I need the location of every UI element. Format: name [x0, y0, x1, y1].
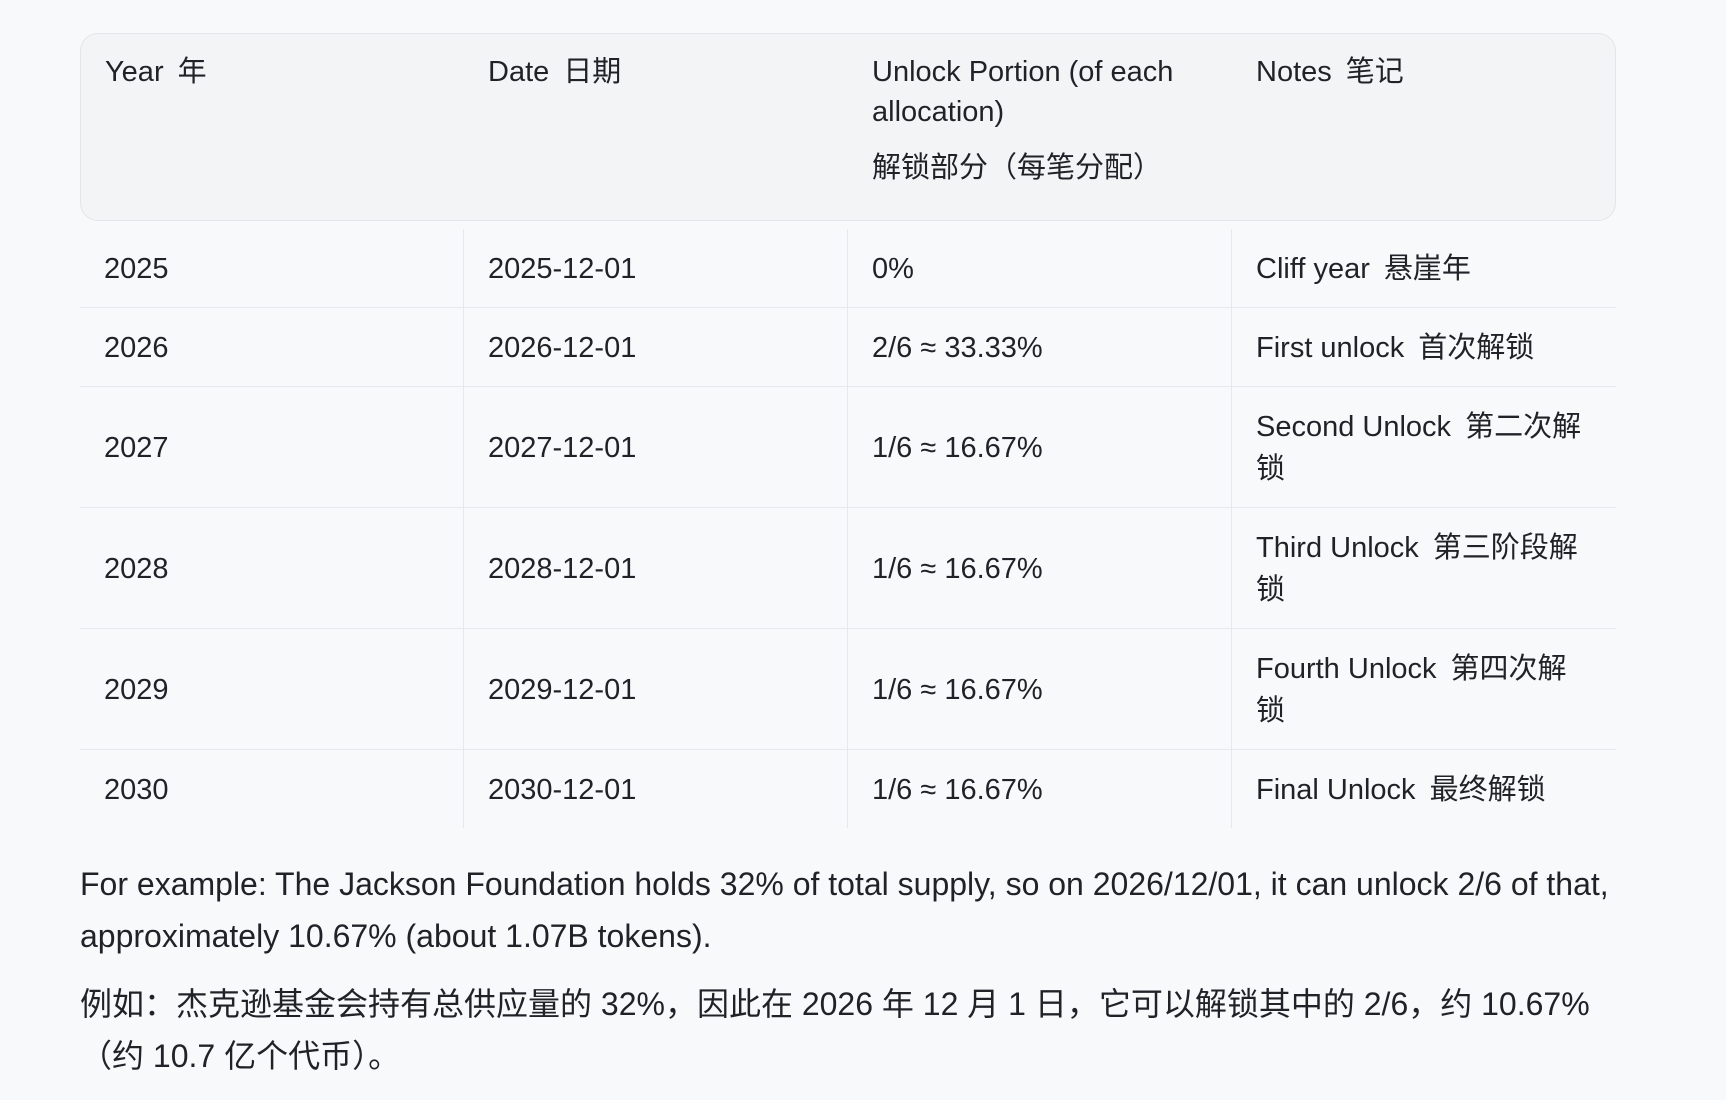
header-notes: Notes 笔记	[1232, 33, 1616, 221]
header-date-zh: 日期	[563, 56, 622, 88]
cell-date: 2026-12-01	[464, 308, 848, 387]
table-row: 2029 2029-12-01 1/6 ≈ 16.67% Fourth Unlo…	[80, 629, 1616, 750]
table-row: 2027 2027-12-01 1/6 ≈ 16.67% Second Unlo…	[80, 387, 1616, 508]
note-zh: 首次解锁	[1418, 332, 1535, 364]
cell-portion: 0%	[848, 229, 1232, 308]
cell-year: 2025	[80, 229, 464, 308]
header-date-en: Date	[488, 56, 550, 88]
note-zh: 悬崖年	[1383, 253, 1471, 285]
cell-notes: First unlock 首次解锁	[1232, 308, 1616, 387]
note-zh: 第四次解锁	[1256, 653, 1567, 727]
cell-portion: 1/6 ≈ 16.67%	[848, 750, 1232, 828]
note-en: Final Unlock	[1256, 774, 1416, 806]
example-paragraph-en: For example: The Jackson Foundation hold…	[80, 866, 1609, 954]
cell-year: 2030	[80, 750, 464, 828]
table-header: Year 年 Date 日期 Unlock Portion (of each all…	[80, 33, 1616, 221]
header-spacer	[80, 221, 1616, 229]
unlock-schedule-table: Year 年 Date 日期 Unlock Portion (of each all…	[80, 33, 1616, 828]
cell-date: 2025-12-01	[464, 229, 848, 308]
cell-date: 2029-12-01	[464, 629, 848, 750]
cell-portion: 1/6 ≈ 16.67%	[848, 629, 1232, 750]
note-en: Second Unlock	[1256, 411, 1452, 443]
cell-notes: Fourth Unlock 第四次解锁	[1232, 629, 1616, 750]
header-notes-en: Notes	[1256, 56, 1332, 88]
note-en: First unlock	[1256, 332, 1405, 364]
cell-year: 2027	[80, 387, 464, 508]
note-zh: 最终解锁	[1429, 774, 1546, 806]
table-body: 2025 2025-12-01 0% Cliff year 悬崖年 2026 20…	[80, 221, 1616, 828]
note-en: Fourth Unlock	[1256, 653, 1437, 685]
cell-year: 2028	[80, 508, 464, 629]
cell-portion: 2/6 ≈ 33.33%	[848, 308, 1232, 387]
note-en: Third Unlock	[1256, 532, 1419, 564]
header-date: Date 日期	[464, 33, 848, 221]
table-row: 2026 2026-12-01 2/6 ≈ 33.33% First unloc…	[80, 308, 1616, 387]
cell-date: 2027-12-01	[464, 387, 848, 508]
cell-notes: Third Unlock 第三阶段解锁	[1232, 508, 1616, 629]
cell-portion: 1/6 ≈ 16.67%	[848, 387, 1232, 508]
note-zh: 第三阶段解锁	[1256, 532, 1578, 606]
header-notes-zh: 笔记	[1345, 56, 1404, 88]
header-unlock-portion: Unlock Portion (of each allocation) 解锁部分…	[848, 33, 1232, 221]
header-year-en: Year	[105, 56, 164, 88]
cell-notes: Cliff year 悬崖年	[1232, 229, 1616, 308]
cell-date: 2030-12-01	[464, 750, 848, 828]
header-year-zh: 年	[177, 56, 207, 88]
header-year: Year 年	[80, 33, 464, 221]
note-zh: 第二次解锁	[1256, 411, 1582, 485]
example-paragraph-zh: 例如：杰克逊基金会持有总供应量的 32%，因此在 2026 年 12 月 1 日…	[80, 986, 1590, 1074]
table-row: 2030 2030-12-01 1/6 ≈ 16.67% Final Unloc…	[80, 750, 1616, 828]
table-row: 2025 2025-12-01 0% Cliff year 悬崖年	[80, 229, 1616, 308]
cell-notes: Final Unlock 最终解锁	[1232, 750, 1616, 828]
cell-portion: 1/6 ≈ 16.67%	[848, 508, 1232, 629]
cell-year: 2026	[80, 308, 464, 387]
header-unlock-portion-en: Unlock Portion (of each allocation)	[872, 56, 1174, 128]
cell-date: 2028-12-01	[464, 508, 848, 629]
cell-year: 2029	[80, 629, 464, 750]
cell-notes: Second Unlock 第二次解锁	[1232, 387, 1616, 508]
note-en: Cliff year	[1256, 253, 1370, 285]
document-body: Year 年 Date 日期 Unlock Portion (of each all…	[80, 33, 1616, 1082]
header-unlock-portion-zh: 解锁部分（每笔分配）	[872, 152, 1163, 184]
header-row: Year 年 Date 日期 Unlock Portion (of each all…	[80, 33, 1616, 221]
table-row: 2028 2028-12-01 1/6 ≈ 16.67% Third Unloc…	[80, 508, 1616, 629]
